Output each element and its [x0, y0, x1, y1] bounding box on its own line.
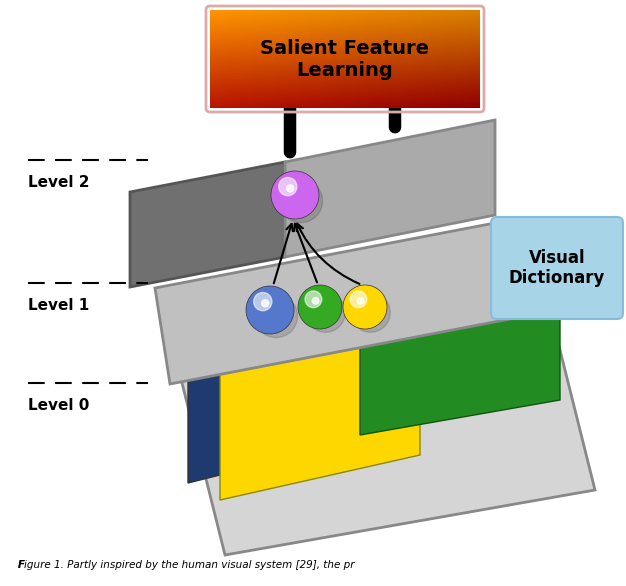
Circle shape	[254, 294, 297, 338]
Circle shape	[298, 285, 342, 329]
Circle shape	[279, 179, 322, 223]
Circle shape	[287, 185, 294, 192]
Polygon shape	[188, 345, 300, 483]
Circle shape	[305, 291, 322, 308]
Polygon shape	[175, 290, 595, 555]
Circle shape	[262, 299, 269, 307]
Circle shape	[357, 298, 364, 304]
Text: Salient Feature
Learning: Salient Feature Learning	[260, 39, 429, 80]
Text: Visual
Dictionary: Visual Dictionary	[509, 248, 605, 287]
Circle shape	[305, 292, 346, 332]
Text: Figure 1. Partly inspired by the human visual system [29], the pr: Figure 1. Partly inspired by the human v…	[18, 560, 354, 570]
Circle shape	[350, 291, 367, 308]
Circle shape	[246, 286, 294, 334]
Polygon shape	[285, 120, 495, 257]
Circle shape	[343, 285, 387, 329]
Circle shape	[254, 292, 272, 311]
FancyBboxPatch shape	[491, 217, 623, 319]
Polygon shape	[155, 222, 515, 384]
Text: Level 2: Level 2	[28, 175, 90, 190]
Circle shape	[279, 178, 297, 196]
Circle shape	[271, 171, 319, 219]
Circle shape	[312, 298, 319, 304]
Text: F: F	[18, 560, 25, 570]
Polygon shape	[360, 265, 560, 435]
Text: Level 1: Level 1	[28, 298, 90, 313]
Text: Level 0: Level 0	[28, 398, 90, 413]
Polygon shape	[130, 162, 285, 287]
Polygon shape	[220, 320, 420, 500]
Circle shape	[351, 292, 390, 332]
